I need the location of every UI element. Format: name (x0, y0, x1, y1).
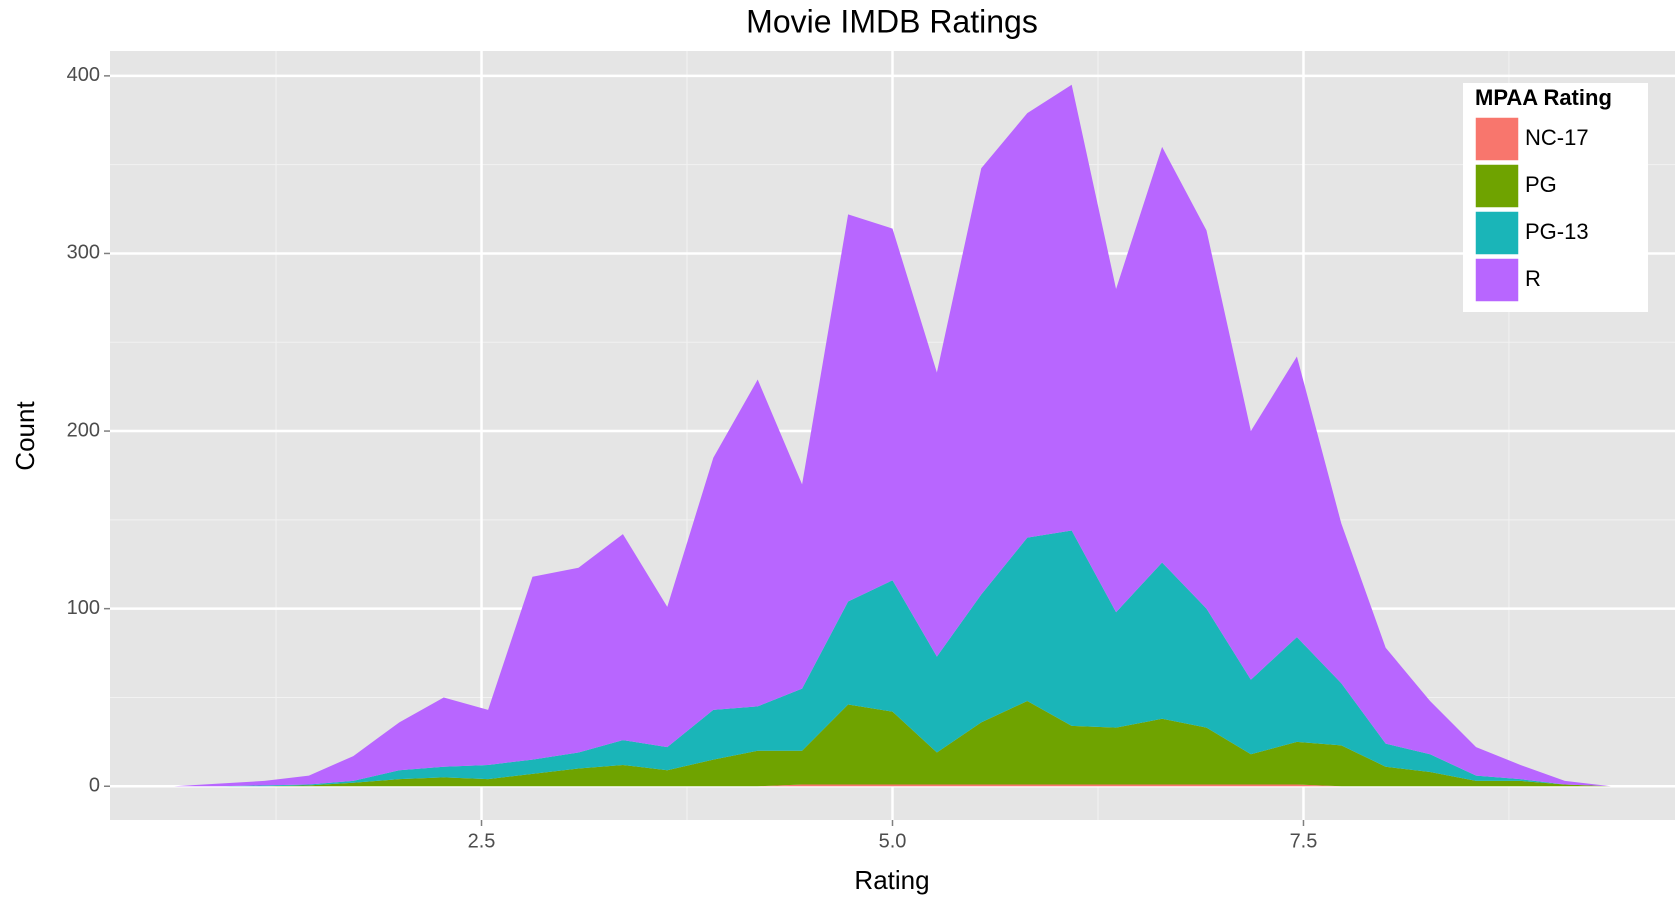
legend-label: PG-13 (1525, 219, 1589, 244)
x-tick-label: 5.0 (879, 830, 907, 852)
y-tick-label: 200 (67, 419, 100, 441)
legend-key (1474, 210, 1520, 256)
y-tick-label: 0 (89, 775, 100, 797)
y-tick-label: 400 (67, 64, 100, 86)
legend-key (1474, 163, 1520, 209)
x-tick-label: 2.5 (468, 830, 496, 852)
legend-title: MPAA Rating (1475, 85, 1612, 110)
y-axis-label: Count (10, 401, 40, 471)
x-tick-label: 7.5 (1290, 830, 1318, 852)
y-tick-label: 100 (67, 597, 100, 619)
x-axis-label: Rating (854, 865, 929, 895)
legend-label: NC-17 (1525, 125, 1589, 150)
area (174, 84, 1611, 787)
area (174, 530, 1611, 787)
legend-key (1474, 116, 1520, 162)
area (174, 701, 1611, 787)
y-tick-label: 300 (67, 242, 100, 264)
legend-label: R (1525, 266, 1541, 291)
legend-label: PG (1525, 172, 1557, 197)
area (174, 784, 1611, 787)
chart-title: Movie IMDB Ratings (746, 3, 1038, 39)
legend-key (1474, 257, 1520, 303)
